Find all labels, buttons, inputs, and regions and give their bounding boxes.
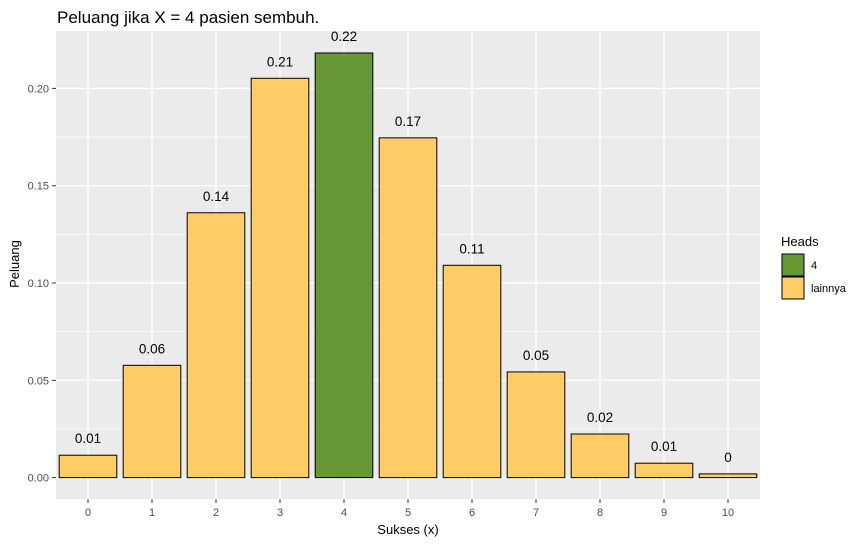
x-axis-title: Sukses (x) bbox=[377, 522, 438, 537]
x-tick-label: 9 bbox=[661, 507, 667, 519]
data-label-6: 0.11 bbox=[459, 241, 484, 256]
data-label-2: 0.14 bbox=[203, 189, 230, 204]
y-axis-title: Peluang bbox=[7, 240, 22, 288]
bar-6 bbox=[442, 264, 502, 479]
data-label-3: 0.21 bbox=[267, 54, 293, 69]
bar-10 bbox=[698, 473, 758, 479]
legend-key-4 bbox=[781, 253, 805, 277]
data-label-0: 0.01 bbox=[75, 431, 101, 446]
y-axis: 0.00 0.05 0.10 0.15 0.20 bbox=[28, 83, 56, 485]
legend: Heads 4 lainnya bbox=[781, 234, 847, 300]
x-tick-label: 8 bbox=[597, 507, 603, 519]
y-tick-label: 0.05 bbox=[28, 375, 49, 387]
bar-8 bbox=[570, 433, 630, 479]
chart-title: Peluang jika X = 4 pasien sembuh. bbox=[57, 8, 319, 27]
data-labels: 0.01 0.06 0.14 0.21 0.22 0.17 0.11 0.05 0.02 0.01… bbox=[75, 29, 732, 465]
legend-key-lainnya bbox=[781, 276, 805, 300]
data-label-4: 0.22 bbox=[331, 29, 357, 44]
data-label-7: 0.05 bbox=[523, 348, 549, 363]
x-tick-label: 4 bbox=[341, 507, 347, 519]
x-tick-label: 6 bbox=[469, 507, 475, 519]
x-tick-label: 3 bbox=[277, 507, 283, 519]
data-label-10: 0 bbox=[724, 450, 732, 465]
legend-label-4: 4 bbox=[811, 260, 817, 272]
data-label-9: 0.01 bbox=[651, 439, 677, 454]
x-tick-label: 5 bbox=[405, 507, 411, 519]
x-tick-label: 2 bbox=[213, 507, 219, 519]
y-tick-label: 0.00 bbox=[28, 473, 49, 485]
bar-4 bbox=[314, 52, 374, 479]
bar-1 bbox=[122, 364, 182, 479]
x-tick-label: 1 bbox=[149, 507, 155, 519]
bar-2 bbox=[186, 212, 246, 479]
data-label-8: 0.02 bbox=[587, 410, 613, 425]
bar-9 bbox=[634, 462, 694, 479]
x-tick-label: 7 bbox=[533, 507, 539, 519]
x-axis: 0 1 2 3 4 5 6 7 8 9 10 bbox=[85, 499, 734, 519]
bar-5 bbox=[378, 137, 438, 479]
bar-3 bbox=[250, 77, 310, 479]
bar-7 bbox=[506, 371, 566, 479]
legend-title: Heads bbox=[781, 234, 819, 249]
y-tick-label: 0.20 bbox=[28, 83, 49, 95]
legend-label-lainnya: lainnya bbox=[811, 283, 847, 295]
x-tick-label: 0 bbox=[85, 507, 91, 519]
data-label-5: 0.17 bbox=[395, 114, 421, 129]
bars bbox=[58, 52, 758, 479]
x-tick-label: 10 bbox=[722, 507, 734, 519]
y-tick-label: 0.15 bbox=[28, 181, 49, 193]
y-tick-label: 0.10 bbox=[28, 278, 49, 290]
data-label-1: 0.06 bbox=[139, 341, 165, 356]
bar-0 bbox=[58, 454, 118, 479]
